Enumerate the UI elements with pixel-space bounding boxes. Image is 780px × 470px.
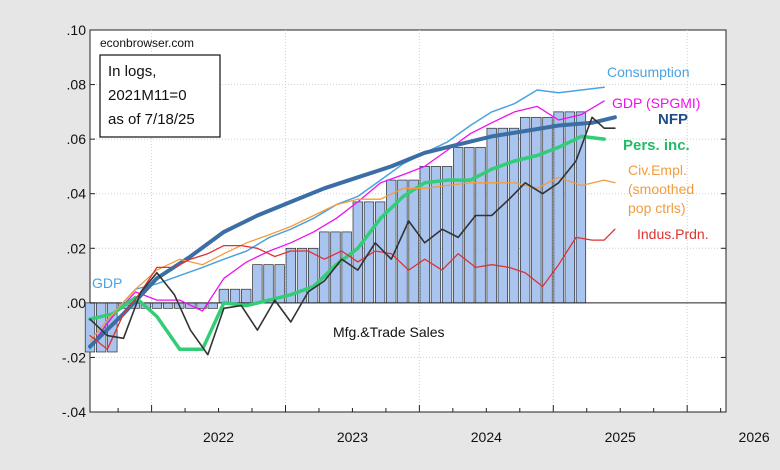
gdp-bar-4-2: [241, 288, 252, 304]
gdp-bar-5-0: [252, 264, 263, 304]
note-line-3: as of 7/18/25: [108, 111, 195, 128]
gdp-bar-9-0: [386, 179, 397, 304]
y-tick-label-0: .10: [67, 22, 87, 38]
label-consumption: Consumption: [607, 64, 690, 80]
gdp-bar-2-1: [162, 302, 174, 309]
gdp-bar-4-0: [218, 288, 230, 304]
gdp-bar-13-1: [531, 116, 542, 304]
y-tick-label-4: .02: [67, 240, 87, 256]
x-axis-ticks: 2022 2023 2024 2025 2026: [117, 405, 770, 445]
gdp-bar-11-2: [475, 146, 486, 304]
y-axis-ticks: .10 .08 .06 .04 .02 .00 -.02 -.04: [62, 22, 726, 420]
series-lines: [88, 86, 617, 356]
source-label: econbrowser.com: [100, 36, 194, 50]
x-tick-label-1: 2023: [337, 429, 368, 445]
x-tick-label-4: 2026: [739, 429, 770, 445]
gdp-bar-11-0: [453, 146, 464, 304]
note-line-2: 2021M11=0: [108, 87, 187, 104]
gdp-bar-6-1: [296, 247, 308, 304]
gdp-bar-9-2: [408, 179, 419, 304]
label-gdp: GDP: [92, 275, 122, 291]
series-line-mfg-trade-sales: [89, 116, 616, 356]
label-civ-empl: Civ.Empl.: [628, 162, 687, 178]
y-tick-label-3: .04: [67, 186, 87, 202]
series-line-indus-prdn: [89, 228, 616, 350]
series-line-nfp: [88, 115, 617, 349]
gdp-bar-10-2: [441, 166, 453, 304]
gdp-bar-7-0: [319, 231, 330, 304]
y-tick-label-2: .06: [67, 131, 87, 147]
label-gdp-spgmi: GDP (SPGMI): [612, 95, 700, 111]
y-tick-label-1: .08: [67, 77, 87, 93]
label-mfg-trade-sales: Mfg.&Trade Sales: [333, 324, 445, 340]
y-tick-label-6: -.02: [62, 349, 86, 365]
note-line-1: In logs,: [108, 63, 156, 80]
gdp-bar-12-1: [497, 127, 508, 304]
series-line-gdp-spgmi: [89, 100, 605, 348]
series-line-civ-empl-smoothed-pop-ctrls: [89, 176, 616, 342]
gdp-bar-11-1: [464, 146, 475, 304]
gdp-bar-12-2: [508, 127, 520, 304]
label-civ-empl-2: (smoothed: [628, 181, 694, 197]
gdp-bar-14-0: [553, 111, 564, 304]
label-pers-inc: Pers. inc.: [623, 137, 690, 154]
gdp-bar-4-1: [229, 288, 241, 304]
x-tick-label-2: 2024: [471, 429, 502, 445]
note-box: [99, 54, 221, 138]
label-indus-prdn: Indus.Prdn.: [637, 226, 709, 242]
x-tick-label-3: 2025: [605, 429, 636, 445]
gdp-bar-7-2: [341, 231, 352, 304]
series-line-consumption: [89, 86, 605, 350]
gridlines: [90, 30, 726, 412]
gdp-bar-6-2: [308, 247, 319, 304]
x-tick-label-0: 2022: [203, 429, 234, 445]
y-tick-label-5: .00: [67, 295, 87, 311]
gdp-bar-5-1: [263, 264, 274, 304]
gdp-bar-3-2: [207, 302, 218, 309]
label-nfp: NFP: [658, 111, 688, 128]
label-civ-empl-3: pop ctrls): [628, 200, 686, 216]
series-line-pers-inc: [88, 134, 606, 351]
gdp-bar-2-0: [151, 302, 163, 309]
y-tick-label-7: -.04: [62, 404, 86, 420]
